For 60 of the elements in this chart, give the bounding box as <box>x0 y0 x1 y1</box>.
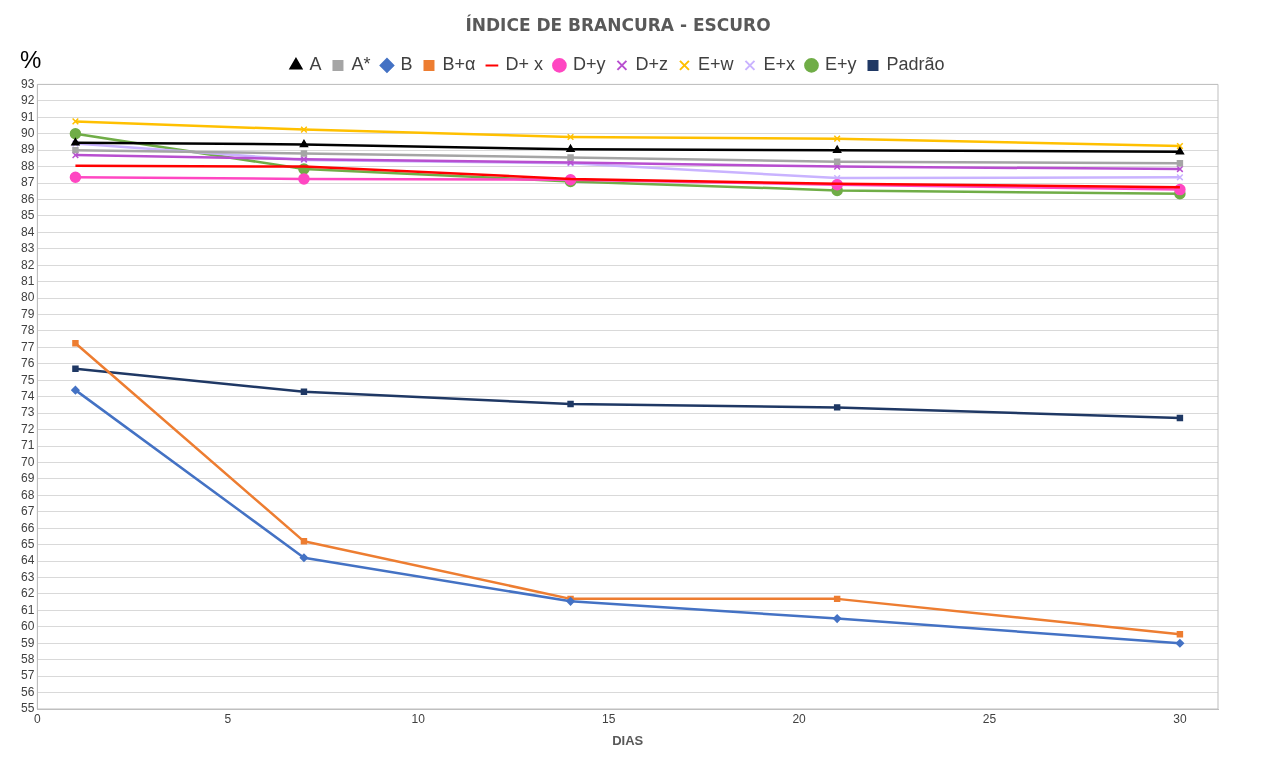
y-tick-label: 71 <box>20 438 35 453</box>
y-tick-label: 77 <box>20 339 35 354</box>
y-tick-label: 83 <box>20 241 35 256</box>
y-tick-label: 86 <box>20 191 35 206</box>
legend-label: E+x <box>763 54 795 75</box>
y-tick-label: 65 <box>20 536 35 551</box>
y-tick-label: 70 <box>20 454 35 469</box>
x-tick-label: 0 <box>34 711 41 726</box>
y-tick-label: 67 <box>20 504 35 519</box>
legend-label: E+w <box>697 54 735 75</box>
legend-label: D+z <box>635 54 668 75</box>
x-tick-label: 20 <box>792 711 807 726</box>
y-tick-label: 62 <box>20 586 35 601</box>
x-tick-label: 10 <box>411 711 426 726</box>
chart-title: ÍNDICE DE BRANCURA - ESCURO <box>465 13 771 35</box>
y-tick-label: 72 <box>20 421 35 436</box>
y-tick-label: 63 <box>20 569 35 584</box>
x-tick-label: 25 <box>982 711 997 726</box>
y-tick-label: 75 <box>20 372 35 387</box>
y-tick-label: 59 <box>20 635 35 650</box>
y-tick-label: 76 <box>20 356 35 371</box>
y-tick-label: 79 <box>20 306 35 321</box>
y-tick-label: 68 <box>20 487 35 502</box>
x-tick-label: 30 <box>1173 711 1187 726</box>
y-tick-label: 80 <box>20 290 35 305</box>
y-tick-label: 66 <box>20 520 35 535</box>
y-tick-label: 90 <box>20 126 35 141</box>
y-tick-label: 89 <box>20 142 35 157</box>
y-tick-label: 87 <box>20 175 35 190</box>
y-tick-label: 92 <box>20 93 35 108</box>
x-axis-title: DIAS <box>612 732 644 748</box>
legend-label: Padrão <box>886 54 945 75</box>
legend-label: D+ x <box>505 54 543 75</box>
legend-label: B+α <box>442 54 476 75</box>
x-tick-label: 15 <box>601 711 616 726</box>
y-tick-label: 88 <box>20 158 35 173</box>
legend-label: D+y <box>572 54 606 75</box>
legend-label: B <box>400 54 413 75</box>
y-tick-label: 61 <box>20 602 35 617</box>
y-axis-title: % <box>20 46 42 74</box>
y-tick-label: 85 <box>20 208 35 223</box>
y-tick-label: 60 <box>20 619 35 634</box>
y-tick-label: 91 <box>20 109 35 124</box>
y-tick-label: 78 <box>20 323 35 338</box>
y-tick-label: 56 <box>20 684 35 699</box>
y-tick-label: 55 <box>20 701 35 716</box>
y-tick-label: 81 <box>20 273 35 288</box>
y-tick-label: 64 <box>20 553 35 568</box>
x-tick-label: 5 <box>224 711 232 726</box>
y-tick-label: 73 <box>20 405 35 420</box>
y-tick-label: 82 <box>20 257 35 272</box>
y-tick-label: 69 <box>20 471 35 486</box>
y-tick-label: 93 <box>20 76 35 91</box>
legend-label: A <box>309 54 322 75</box>
y-tick-label: 84 <box>20 224 35 239</box>
y-tick-label: 57 <box>20 668 35 683</box>
y-tick-label: 74 <box>20 389 35 404</box>
y-tick-label: 58 <box>20 652 35 666</box>
legend-label: E+y <box>824 54 857 75</box>
legend-label: A* <box>351 54 371 75</box>
